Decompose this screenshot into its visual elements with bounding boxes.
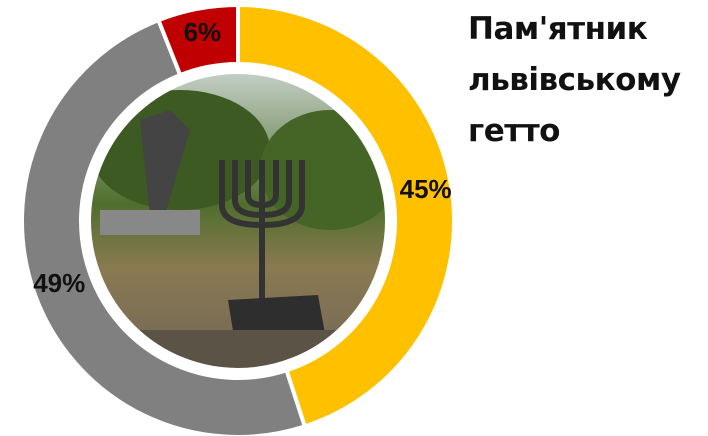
page: 45% 49% 6% Пам'ятник львівському гетто: [0, 0, 708, 436]
data-label: 45%: [400, 174, 452, 204]
data-label: 6%: [184, 17, 222, 47]
data-label: 49%: [33, 268, 85, 298]
chart-title: Пам'ятник львівському гетто: [468, 4, 704, 157]
